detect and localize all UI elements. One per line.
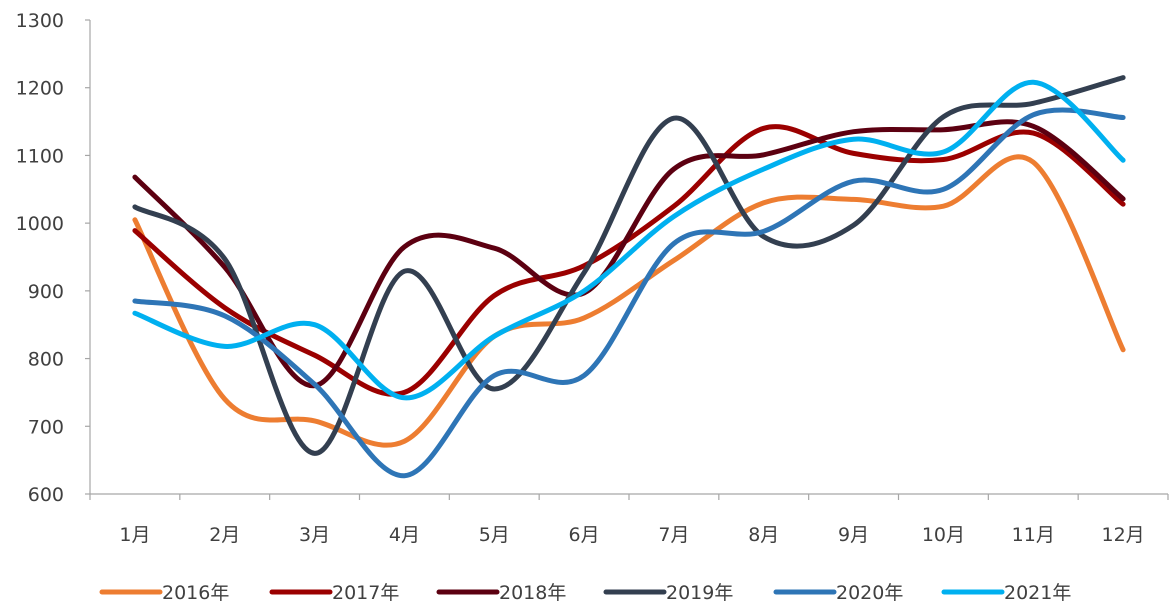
x-tick-label: 12月 [1101,524,1144,546]
legend-label: 2016年 [162,582,229,604]
legend-item: 2017年 [269,582,399,604]
legend-label: 2017年 [332,582,399,604]
legend-label: 2019年 [666,582,733,604]
y-tick-label: 900 [28,281,64,303]
legend-label: 2021年 [1004,582,1071,604]
x-tick-label: 5月 [479,524,510,546]
y-tick-label: 1200 [16,78,64,100]
series-line-2021年 [132,79,1126,401]
legend-item: 2020年 [773,582,903,604]
x-tick-label: 2月 [209,524,240,546]
x-tick-label: 4月 [389,524,420,546]
legend-label: 2018年 [499,582,566,604]
y-tick-label: 800 [28,349,64,371]
legend-item: 2016年 [99,582,229,604]
legend-item: 2021年 [941,582,1071,604]
x-tick-label: 1月 [119,524,150,546]
x-tick-label: 10月 [922,524,965,546]
x-tick-label: 3月 [299,524,330,546]
y-tick-label: 1000 [16,213,64,235]
chart-legend: 2016年 2017年 2018年 2019年 2020年 2021年 [99,582,1071,604]
series-line-2019年 [132,75,1126,456]
y-tick-label: 700 [28,416,64,438]
y-tick-label: 1300 [16,10,64,32]
legend-item: 2018年 [436,582,566,604]
y-tick-label: 1100 [16,145,64,167]
x-tick-label: 11月 [1012,524,1055,546]
legend-item: 2019年 [603,582,733,604]
y-tick-label: 600 [28,484,64,506]
series-line-2020年 [132,107,1126,479]
legend-label: 2020年 [836,582,903,604]
chart-series [132,75,1126,479]
chart-axes: 600 700 800 900 1000 1100 1200 1300 1月 2月 3月 4月 5月 6月… [16,10,1169,546]
x-tick-label: 6月 [569,524,600,546]
x-tick-label: 8月 [748,524,779,546]
x-tick-label: 9月 [838,524,869,546]
series-line-2016年 [132,154,1126,448]
x-tick-label: 7月 [658,524,689,546]
